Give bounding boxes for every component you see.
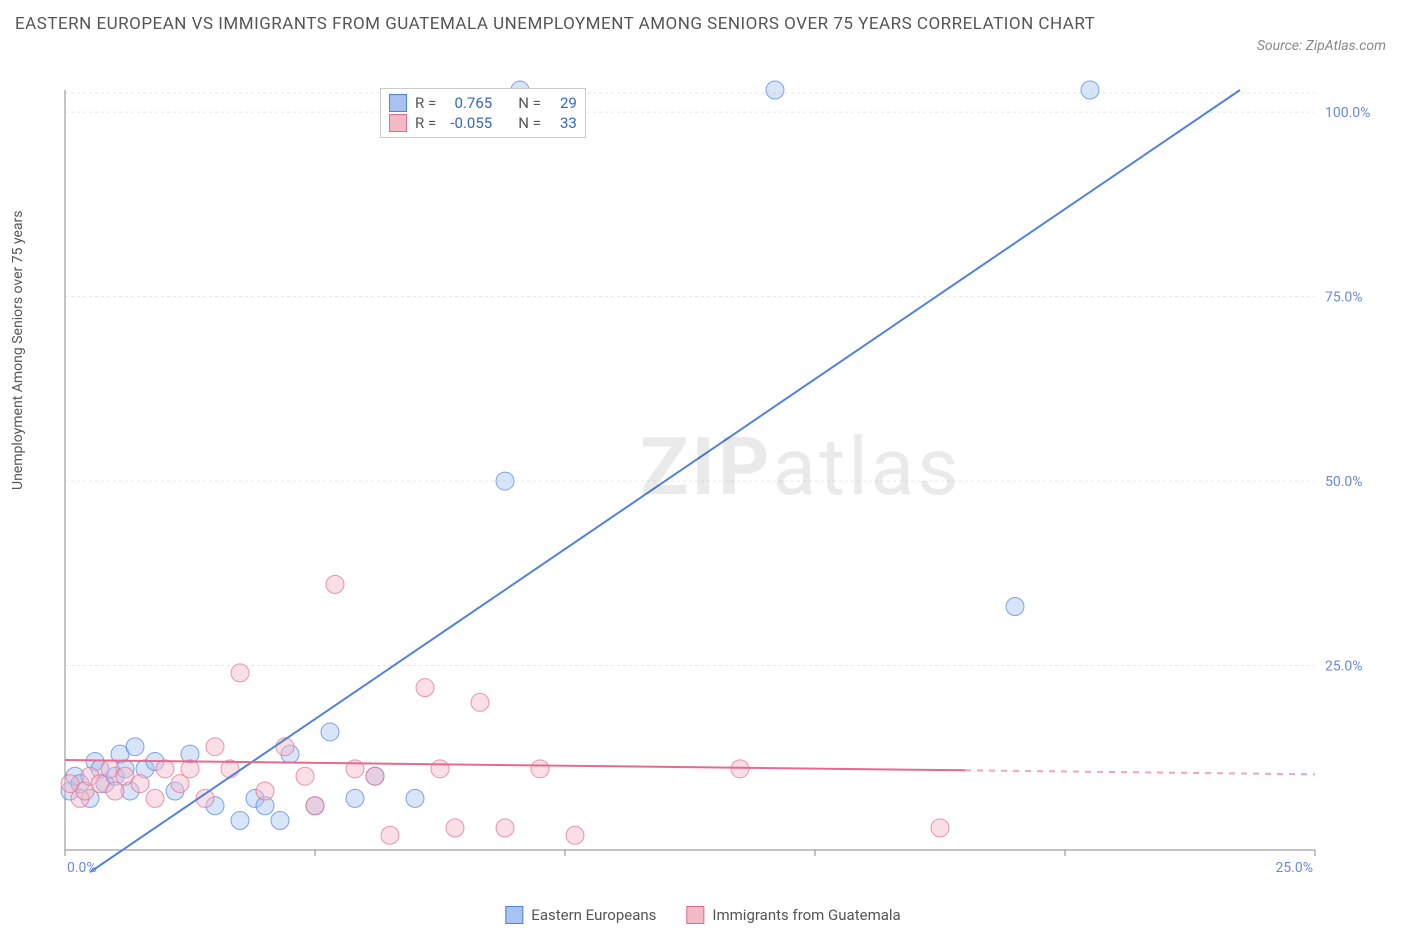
chart-container: EASTERN EUROPEAN VS IMMIGRANTS FROM GUAT… <box>0 0 1406 930</box>
y-axis-label: Unemployment Among Seniors over 75 years <box>10 211 26 491</box>
legend-swatch <box>389 94 407 112</box>
svg-text:100.0%: 100.0% <box>1325 105 1370 121</box>
svg-text:0.0%: 0.0% <box>67 860 97 876</box>
legend-label: Immigrants from Guatemala <box>712 906 900 924</box>
legend-row: R =0.765N =29 <box>389 93 577 113</box>
legend-row: R =-0.055N =33 <box>389 113 577 133</box>
svg-text:75.0%: 75.0% <box>1325 290 1363 306</box>
chart-title: EASTERN EUROPEAN VS IMMIGRANTS FROM GUAT… <box>15 10 1115 38</box>
legend-bottom-item: Immigrants from Guatemala <box>686 906 900 924</box>
legend-label: Eastern Europeans <box>531 906 656 924</box>
legend-bottom: Eastern Europeans Immigrants from Guatema… <box>505 906 900 924</box>
source-label: Source: ZipAtlas.com <box>1257 38 1386 54</box>
svg-text:25.0%: 25.0% <box>1275 860 1313 876</box>
legend-swatch <box>505 906 523 924</box>
chart-svg: 25.0% 50.0% 75.0% 100.0% 0.0% 25.0% <box>55 80 1385 880</box>
legend-bottom-item: Eastern Europeans <box>505 906 656 924</box>
svg-text:25.0%: 25.0% <box>1325 659 1363 675</box>
legend-top: R =0.765N =29R =-0.055N =33 <box>380 88 586 138</box>
legend-swatch <box>389 114 407 132</box>
legend-swatch <box>686 906 704 924</box>
plot-area: 25.0% 50.0% 75.0% 100.0% 0.0% 25.0% <box>55 80 1385 880</box>
svg-text:50.0%: 50.0% <box>1325 474 1363 490</box>
